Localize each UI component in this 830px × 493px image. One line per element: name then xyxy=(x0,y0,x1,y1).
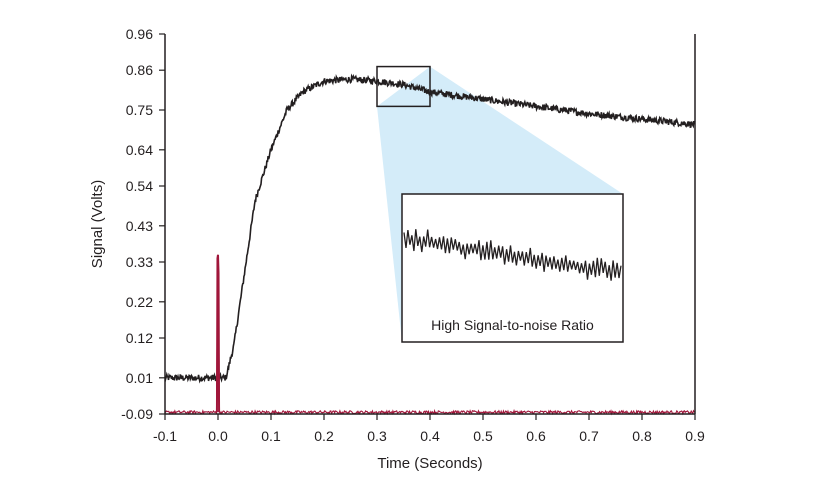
x-tick-label: 0.3 xyxy=(367,428,387,444)
plot-area: High Signal-to-noise Ratio xyxy=(164,65,696,416)
x-tick-label: 0.7 xyxy=(579,428,599,444)
y-tick-label: 0.54 xyxy=(126,178,153,194)
x-tick-label: 0.8 xyxy=(632,428,652,444)
y-tick-label: 0.64 xyxy=(126,142,153,158)
zoom-box xyxy=(376,65,431,108)
y-tick-label: 0.75 xyxy=(126,102,153,118)
y-tick-label: 0.12 xyxy=(126,330,153,346)
x-tick-label: 0.2 xyxy=(314,428,334,444)
axes: -0.1 0.0 0.1 0.2 0.3 0.4 0.5 0.6 0.7 0.8 0.9 -0.09… xyxy=(89,26,705,472)
x-tick-label: 0.6 xyxy=(526,428,546,444)
inset-panel: High Signal-to-noise Ratio xyxy=(401,193,624,343)
x-tick-label: 0.1 xyxy=(261,428,281,444)
y-axis-title: Signal (Volts) xyxy=(89,180,106,268)
y-tick-label: 0.01 xyxy=(126,370,153,386)
series-spike xyxy=(215,254,221,413)
y-tick-label: 0.86 xyxy=(126,62,153,78)
x-tick-label: 0.0 xyxy=(208,428,228,444)
y-tick-label: -0.09 xyxy=(121,406,153,422)
x-tick-label: 0.4 xyxy=(420,428,440,444)
x-axis-title: Time (Seconds) xyxy=(377,455,482,472)
y-ticks: -0.09 0.01 0.12 0.22 0.33 0.43 0.54 0.64 0.75 0.8… xyxy=(121,26,165,422)
x-tick-label: -0.1 xyxy=(153,428,177,444)
y-tick-label: 0.43 xyxy=(126,218,153,234)
y-tick-label: 0.96 xyxy=(126,26,153,42)
x-ticks: -0.1 0.0 0.1 0.2 0.3 0.4 0.5 0.6 0.7 0.8 0.9 xyxy=(153,414,705,444)
y-tick-label: 0.22 xyxy=(126,294,153,310)
inset-annotation: High Signal-to-noise Ratio xyxy=(431,317,594,333)
x-tick-label: 0.9 xyxy=(685,428,705,444)
inset-trace xyxy=(403,229,622,281)
y-tick-label: 0.33 xyxy=(126,254,153,270)
x-tick-label: 0.5 xyxy=(473,428,493,444)
